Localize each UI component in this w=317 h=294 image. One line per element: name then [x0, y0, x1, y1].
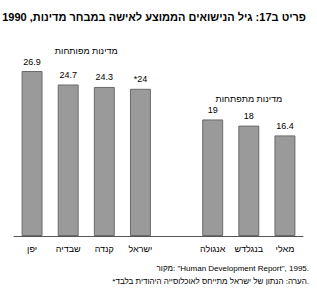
svg-text:מדינות מתפתחות: מדינות מתפתחות: [215, 94, 282, 104]
svg-text:ישראל: ישראל: [128, 244, 152, 254]
svg-text:19: 19: [208, 105, 218, 115]
svg-text:קנדה: קנדה: [95, 244, 114, 254]
svg-text:מדינות מפותחות: מדינות מפותחות: [55, 46, 118, 56]
svg-text:שבדיה: שבדיה: [56, 244, 81, 254]
svg-text:24.7: 24.7: [59, 70, 77, 80]
svg-text:מאלי: מאלי: [276, 244, 295, 254]
svg-text:בנגלדש: בנגלדש: [234, 244, 263, 254]
svg-text:*הערה: הנתון של ישראל מתייחס ל: *הערה: הנתון של ישראל מתייחס לאוכלוסייה …: [112, 277, 309, 286]
svg-text:מקור: "Human Development Repor: מקור: "Human Development Report", 1995.: [157, 264, 309, 273]
svg-text:*24: *24: [134, 74, 148, 84]
svg-text:יפן: יפן: [27, 244, 37, 254]
svg-text:18: 18: [244, 111, 254, 121]
svg-text:16.4: 16.4: [276, 121, 294, 131]
svg-text:24.3: 24.3: [96, 72, 114, 82]
svg-text:פריט ב17: גיל הנישואים הממוצע: פריט ב17: גיל הנישואים הממוצע לאישה במבח…: [2, 11, 306, 23]
svg-text:אנגולה: אנגולה: [200, 244, 226, 254]
svg-text:26.9: 26.9: [23, 57, 41, 67]
